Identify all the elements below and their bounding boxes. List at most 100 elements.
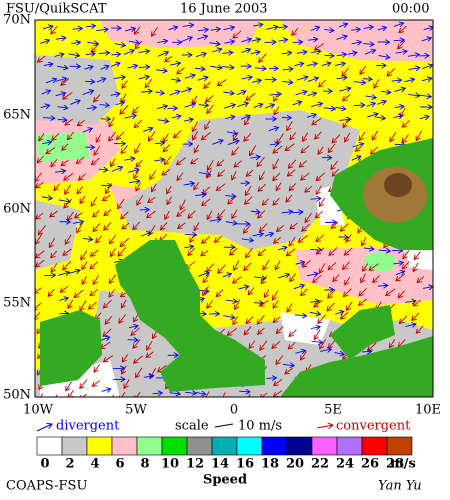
wind-arrow: [84, 66, 93, 69]
wind-arrow: [266, 378, 276, 379]
wind-arrow: [171, 79, 180, 81]
wind-arrow: [184, 104, 196, 108]
wind-arrow: [170, 63, 180, 65]
wind-arrow: [91, 196, 98, 206]
wind-arrow: [181, 37, 192, 43]
wind-arrow: [238, 286, 248, 289]
wind-arrow: [342, 67, 349, 76]
wind-arrow: [35, 312, 41, 320]
wind-arrow: [43, 64, 53, 66]
colorbar-box: [236, 436, 263, 456]
lon-label: 5E: [324, 403, 342, 418]
wind-arrow: [58, 272, 69, 275]
wind-arrow: [150, 170, 157, 179]
wind-arrow: [90, 289, 98, 295]
wind-arrow: [82, 90, 94, 95]
wind-arrow: [194, 181, 200, 189]
wind-arrow: [131, 327, 141, 335]
wind-arrow: [177, 157, 186, 165]
wind-arrow: [216, 183, 226, 191]
wind-arrow: [35, 302, 42, 310]
wind-arrow: [134, 119, 143, 127]
highland-peak: [384, 173, 412, 197]
wind-arrow: [82, 128, 93, 133]
wind-arrow: [185, 392, 196, 393]
wind-arrow: [137, 195, 144, 205]
wind-arrow: [41, 90, 51, 94]
colorbar: 0 2 4 6 8 10 12 14 16 18 20 22 24 26 28: [36, 436, 413, 472]
colorbar-tick: 18: [261, 457, 279, 472]
land: [40, 138, 433, 397]
wind-arrow: [109, 116, 115, 127]
wind-arrow: [203, 391, 210, 397]
wind-arrow: [42, 26, 53, 29]
wind-arrow: [122, 222, 130, 229]
wind-arrow: [72, 222, 84, 224]
wind-arrow: [276, 182, 282, 191]
wind-arrow: [261, 275, 268, 284]
wind-arrow: [319, 263, 326, 273]
wind-arrow: [76, 156, 85, 164]
wind-arrow: [118, 246, 127, 256]
wind-arrow: [262, 198, 270, 205]
wind-arrow: [292, 102, 302, 105]
legend-convergent: convergent: [336, 419, 411, 434]
wind-arrow: [319, 79, 326, 87]
wind-arrow: [366, 114, 378, 117]
wind-arrow: [278, 274, 289, 279]
wind-arrow: [135, 40, 143, 49]
wind-arrow: [249, 340, 256, 349]
wind-arrow: [341, 311, 349, 319]
wind-arrow: [316, 234, 325, 242]
wind-arrow: [301, 288, 308, 296]
wind-arrow: [192, 121, 199, 131]
wind-arrow: [96, 29, 108, 31]
wind-arrow: [233, 276, 242, 283]
wind-arrow: [94, 363, 101, 372]
wind-arrow: [77, 186, 84, 194]
wind-arrow: [332, 168, 339, 176]
wind-arrow: [99, 105, 110, 106]
colorbar-tick: 4: [90, 457, 99, 472]
wind-arrow: [206, 95, 214, 102]
wind-arrow: [128, 41, 139, 43]
wind-arrow: [83, 238, 92, 239]
wind-arrow: [57, 107, 67, 108]
wind-arrow: [224, 41, 234, 43]
wind-arrow: [281, 53, 292, 54]
wind-arrow: [121, 145, 128, 153]
wind-arrow: [331, 221, 339, 228]
wind-arrow: [265, 289, 270, 298]
scale-arrow: [214, 423, 234, 428]
time: 00:00: [392, 2, 429, 17]
wind-arrow: [232, 209, 238, 219]
wind-arrow: [218, 264, 226, 274]
wind-arrow: [362, 44, 374, 45]
wind-arrow: [201, 131, 211, 140]
wind-arrow: [254, 277, 265, 279]
wind-arrow: [351, 42, 362, 44]
wind-arrow: [302, 223, 310, 231]
wind-arrow: [246, 316, 254, 324]
wind-arrow: [196, 36, 208, 39]
wind-arrow: [147, 341, 153, 350]
wind-arrow: [72, 28, 83, 29]
wind-arrow: [36, 212, 44, 219]
wind-arrow: [324, 290, 334, 291]
wind-arrow: [405, 324, 416, 327]
lon-label: 0: [230, 403, 238, 418]
colorbar-tick: 0: [40, 457, 49, 472]
wind-arrow: [40, 105, 50, 108]
wind-arrow: [244, 133, 252, 141]
wind-arrow: [52, 133, 60, 140]
wind-arrow: [402, 134, 410, 142]
wind-arrow: [258, 327, 265, 334]
wind-arrow: [115, 102, 125, 104]
wind-arrow: [71, 42, 80, 43]
wind-arrow: [289, 237, 296, 246]
wind-arrow: [314, 299, 323, 307]
wind-arrow: [393, 40, 405, 41]
wind-arrow: [344, 247, 353, 255]
wind-arrow: [55, 38, 66, 39]
latitude-labels: 70N 65N 60N 55N 50N: [3, 13, 31, 403]
